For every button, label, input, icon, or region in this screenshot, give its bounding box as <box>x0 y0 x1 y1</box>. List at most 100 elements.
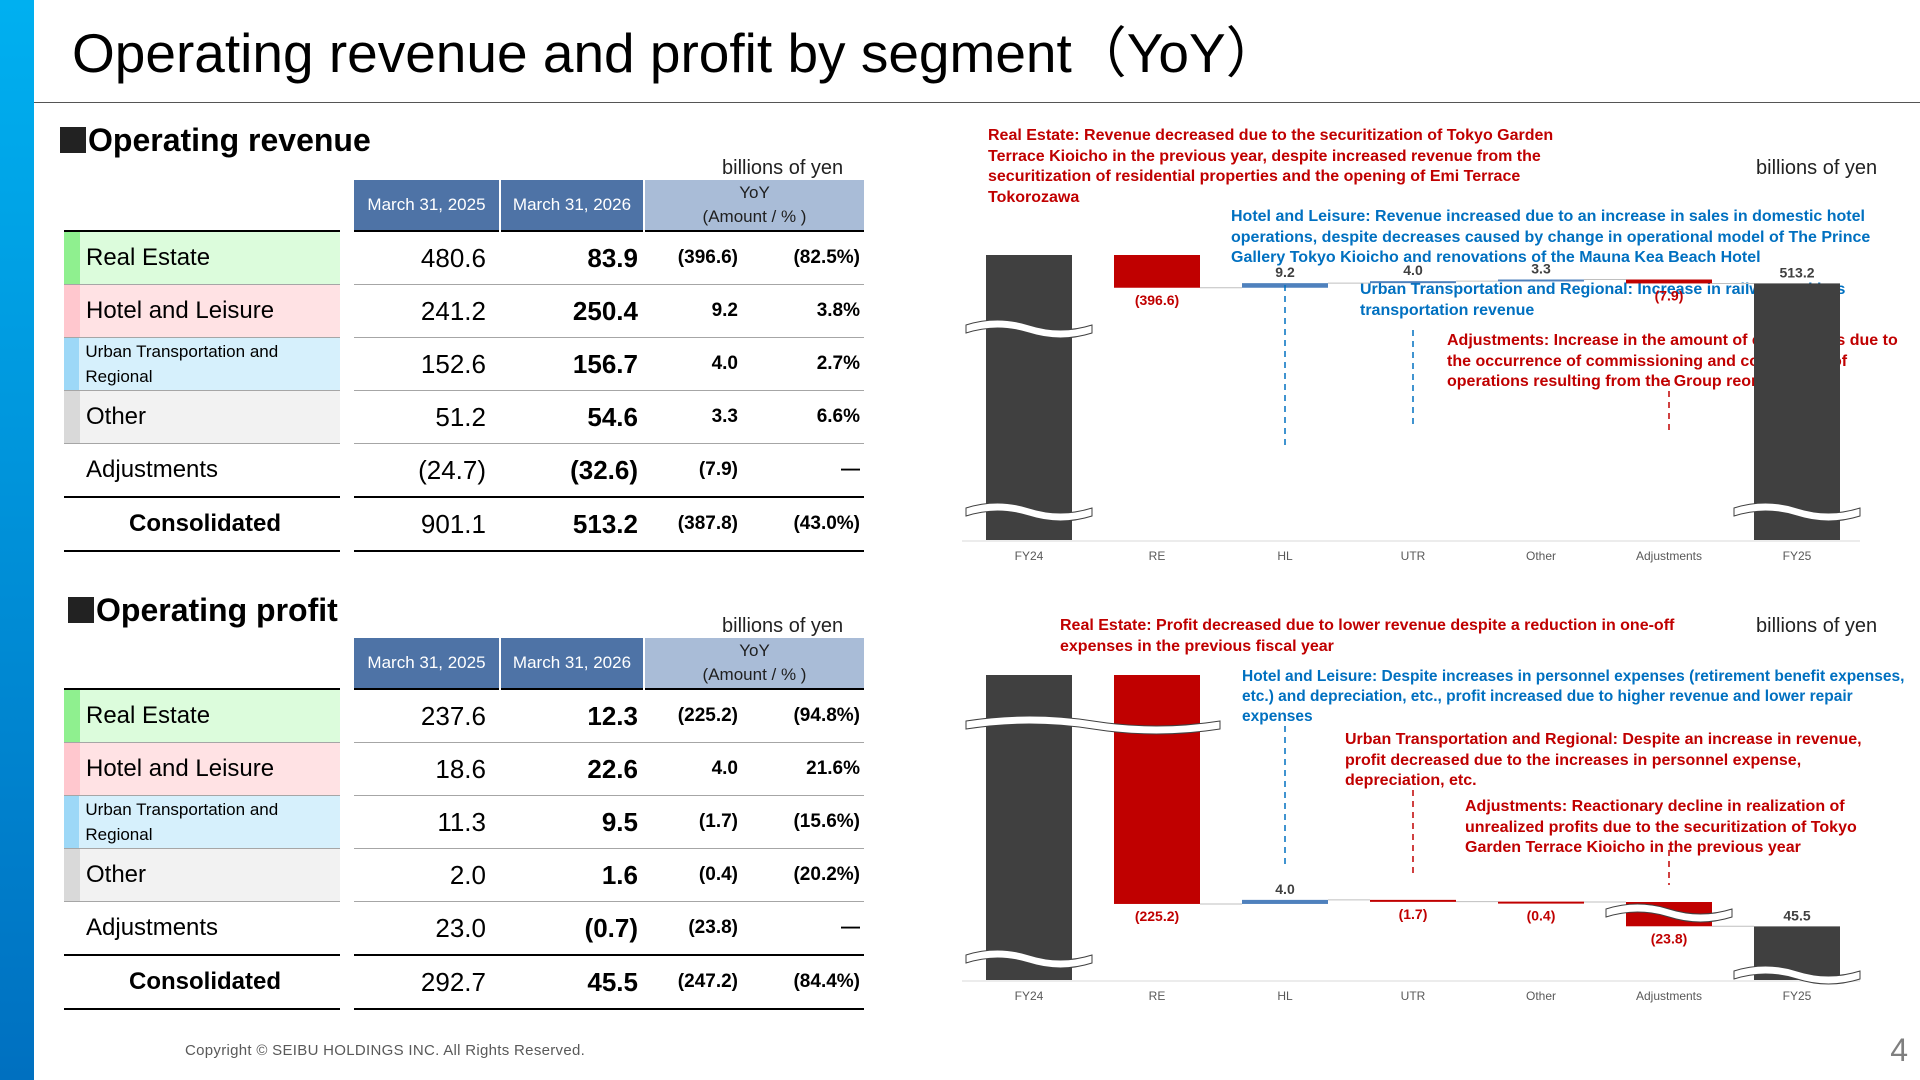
value-fy2025: 18.6 <box>354 742 500 796</box>
profit-waterfall-chart: 292.7FY24(225.2)RE4.0HL(1.7)UTR(0.4)Othe… <box>962 675 1861 1003</box>
yoy-amount: (396.6) <box>644 230 744 285</box>
row-label: Hotel and Leisure <box>86 297 275 324</box>
profit-table: March 31, 2025 March 31, 2026 YoY (Amount… <box>64 638 865 1010</box>
data-label: 4.0 <box>1275 881 1295 897</box>
yoy-amount: (23.8) <box>644 901 744 956</box>
value-fy2026: 1.6 <box>500 848 644 902</box>
data-label: 3.3 <box>1531 261 1551 277</box>
revenue-heading-text: Operating revenue <box>88 122 371 158</box>
category-label: FY24 <box>1015 989 1044 1003</box>
category-label: FY25 <box>1783 989 1812 1003</box>
row-label-cell: Real Estate <box>64 688 340 743</box>
revenue-table-header: March 31, 2025 March 31, 2026 YoY (Amount… <box>64 180 865 231</box>
value-fy2025: 152.6 <box>354 337 500 391</box>
value-fy2026: 54.6 <box>500 390 644 444</box>
value-fy2026: (0.7) <box>500 901 644 956</box>
data-label: 4.0 <box>1403 262 1423 278</box>
table-row: Urban Transportation and Regional 152.6 15… <box>64 337 865 391</box>
yoy-percent: (94.8%) <box>744 688 865 743</box>
yoy-percent: — <box>744 443 865 498</box>
value-fy2026: 12.3 <box>500 688 644 743</box>
row-label: Other <box>86 403 147 430</box>
data-label: (1.7) <box>1399 906 1428 922</box>
heading-square-icon <box>68 597 94 623</box>
row-label-cell: Other <box>64 848 340 902</box>
value-fy2026: 22.6 <box>500 742 644 796</box>
profit-annotation-adjustments: Adjustments: Reactionary decline in real… <box>1465 798 1857 856</box>
profit-annotation-real-estate: Real Estate: Profit decreased due to low… <box>1060 617 1675 655</box>
row-label: Consolidated <box>64 954 340 1010</box>
yoy-percent: (43.0%) <box>744 496 865 552</box>
value-fy2025: 901.1 <box>354 496 500 552</box>
data-label: (0.4) <box>1527 908 1556 924</box>
table-row: Hotel and Leisure 241.2 250.4 9.2 3.8% <box>64 284 865 338</box>
bar-adjustments <box>1626 279 1712 284</box>
bar-hl <box>1242 899 1328 904</box>
value-fy2026: 45.5 <box>500 954 644 1010</box>
segment-color-swatch <box>64 232 80 284</box>
yoy-percent: (15.6%) <box>744 795 865 849</box>
row-label-cell: Hotel and Leisure <box>64 284 340 338</box>
revenue-annotation-real-estate: Real Estate: Revenue decreased due to th… <box>988 127 1554 206</box>
category-label: Adjustments <box>1636 549 1702 563</box>
yoy-percent: (20.2%) <box>744 848 865 902</box>
category-label: FY24 <box>1015 549 1044 563</box>
row-label: Real Estate <box>86 244 211 271</box>
yoy-amount: 4.0 <box>644 742 744 796</box>
table-row: Hotel and Leisure 18.6 22.6 4.0 21.6% <box>64 742 865 796</box>
category-label: HL <box>1277 549 1293 563</box>
axis-break-mark <box>965 502 1093 522</box>
col-header-2025: March 31, 2025 <box>354 180 501 231</box>
category-label: RE <box>1149 549 1166 563</box>
yoy-amount: (247.2) <box>644 954 744 1010</box>
value-fy2026: 83.9 <box>500 230 644 285</box>
axis-break-mark <box>1605 903 1733 923</box>
value-fy2025: 2.0 <box>354 848 500 902</box>
row-label-cell: Hotel and Leisure <box>64 742 340 796</box>
value-fy2025: (24.7) <box>354 443 500 498</box>
bar-fy25 <box>1754 283 1840 540</box>
yoy-header-sub: (Amount / % ) <box>702 207 807 226</box>
table-row: Consolidated 292.7 45.5 (247.2) (84.4%) <box>64 954 865 1010</box>
category-label: UTR <box>1401 989 1426 1003</box>
sidebar-accent-bar <box>0 0 34 1080</box>
value-fy2025: 11.3 <box>354 795 500 849</box>
value-fy2025: 480.6 <box>354 230 500 285</box>
category-label: HL <box>1277 989 1293 1003</box>
profit-heading-text: Operating profit <box>96 592 338 628</box>
bar-utr <box>1370 899 1456 902</box>
value-fy2026: (32.6) <box>500 443 644 498</box>
revenue-annotation-urban-transport: Urban Transportation and Regional: Incre… <box>1360 281 1846 319</box>
profit-heading: Operating profit <box>68 590 338 630</box>
row-label: Adjustments <box>64 443 340 498</box>
row-label: Urban Transportation and Regional <box>85 800 279 844</box>
revenue-annotation-hotel-leisure: Hotel and Leisure: Revenue increased due… <box>1231 208 1871 266</box>
bar-re <box>1114 255 1200 288</box>
yoy-header-label: YoY <box>739 183 770 202</box>
table-row: Real Estate 237.6 12.3 (225.2) (94.8%) <box>64 688 865 743</box>
row-label: Real Estate <box>86 702 211 729</box>
row-label: Hotel and Leisure <box>86 755 275 782</box>
value-fy2025: 292.7 <box>354 954 500 1010</box>
table-row: Adjustments 23.0 (0.7) (23.8) — <box>64 901 865 956</box>
yoy-header-sub: (Amount / % ) <box>702 665 807 684</box>
value-fy2026: 156.7 <box>500 337 644 391</box>
bar-other <box>1498 901 1584 904</box>
yoy-percent: (82.5%) <box>744 230 865 285</box>
page-number: 4 <box>1890 1032 1908 1068</box>
data-label: (225.2) <box>1135 908 1179 924</box>
title-divider <box>34 102 1920 103</box>
yoy-percent: (84.4%) <box>744 954 865 1010</box>
category-label: Other <box>1526 549 1556 563</box>
row-label: Urban Transportation and Regional <box>85 342 279 386</box>
value-fy2026: 513.2 <box>500 496 644 552</box>
row-label-cell: Urban Transportation and Regional <box>64 337 340 391</box>
yoy-header-label: YoY <box>739 641 770 660</box>
row-label: Adjustments <box>64 901 340 956</box>
value-fy2026: 9.5 <box>500 795 644 849</box>
row-label-cell: Real Estate <box>64 230 340 285</box>
table-row: Adjustments (24.7) (32.6) (7.9) — <box>64 443 865 498</box>
yoy-amount: (7.9) <box>644 443 744 498</box>
profit-table-header: March 31, 2025 March 31, 2026 YoY (Amount… <box>64 638 865 689</box>
bar-fy24 <box>986 255 1072 540</box>
